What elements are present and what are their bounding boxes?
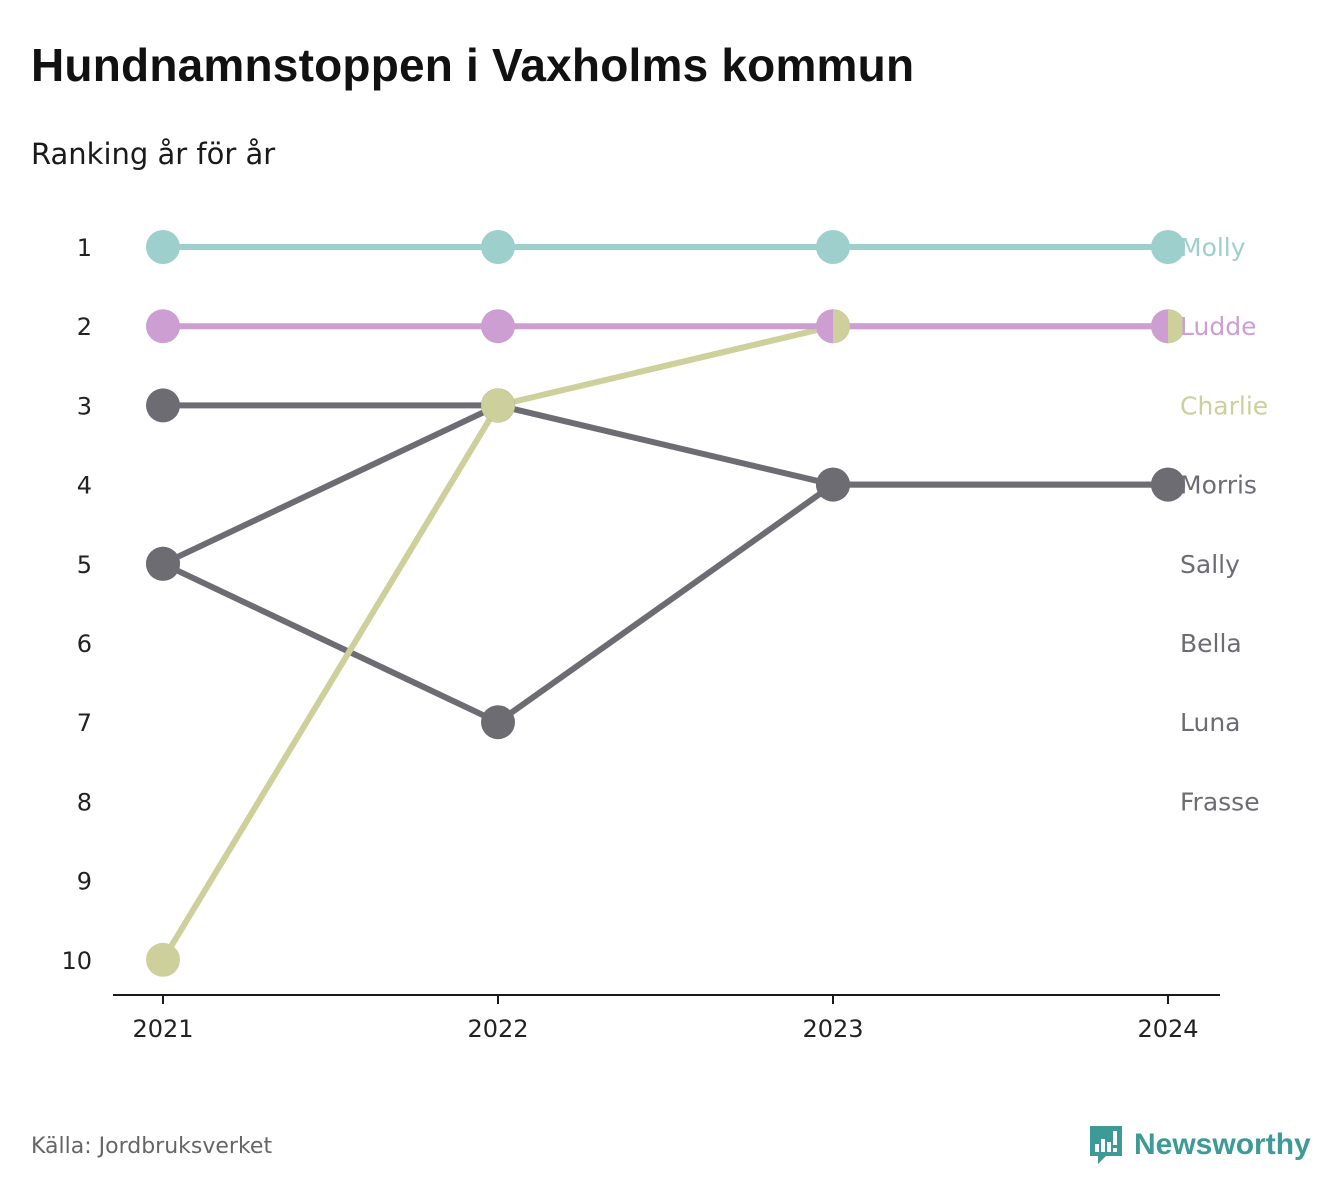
point-charlie-half xyxy=(1168,309,1185,344)
point-charlie xyxy=(146,942,180,977)
source-note: Källa: Jordbruksverket xyxy=(31,1134,273,1159)
point-charlie-half xyxy=(833,309,850,344)
x-tick-label: 2022 xyxy=(467,1015,528,1043)
brand-name: Newsworthy xyxy=(1134,1128,1311,1161)
point-charlie xyxy=(481,388,515,423)
end-label-luna: Luna xyxy=(1180,708,1241,737)
end-label-frasse: Frasse xyxy=(1180,787,1260,816)
x-tick-label: 2021 xyxy=(132,1015,193,1043)
y-tick-label: 10 xyxy=(61,947,92,975)
x-tick-label: 2024 xyxy=(1137,1015,1198,1043)
point-molly xyxy=(1151,230,1185,264)
point-bella xyxy=(816,467,850,502)
end-label-molly: Molly xyxy=(1180,233,1246,262)
end-label-morris: Morris xyxy=(1180,471,1257,500)
point-molly xyxy=(816,230,850,264)
y-tick-label: 3 xyxy=(77,392,92,420)
point-bella xyxy=(146,546,180,581)
newsworthy-logo-icon xyxy=(1090,1126,1122,1164)
chart-axes: 1 2 3 4 5 6 7 8 9 10 2021 2022 2023 2024 xyxy=(61,234,1220,1043)
y-tick-label: 2 xyxy=(77,313,92,341)
y-tick-label: 5 xyxy=(77,551,92,579)
point-bella xyxy=(1151,467,1185,502)
series-line-bella xyxy=(160,481,1171,726)
point-molly xyxy=(481,230,515,264)
y-tick-label: 6 xyxy=(77,630,92,658)
series-line-charlie xyxy=(160,323,1171,963)
point-molly xyxy=(146,230,180,264)
x-tick-label: 2023 xyxy=(802,1015,863,1043)
brand-logo[interactable]: Newsworthy xyxy=(1088,1124,1311,1166)
y-tick-label: 9 xyxy=(77,868,92,896)
chart-title: Hundnamnstoppen i Vaxholms kommun xyxy=(31,39,915,91)
point-ludde xyxy=(146,309,180,344)
chart-subtitle: Ranking år för år xyxy=(31,137,276,171)
end-label-bella: Bella xyxy=(1180,629,1242,658)
end-label-sally: Sally xyxy=(1180,550,1240,579)
y-tick-label: 4 xyxy=(77,472,92,500)
end-label-charlie: Charlie xyxy=(1180,391,1268,420)
point-ludde xyxy=(481,309,515,344)
series-points xyxy=(146,230,1185,977)
end-label-ludde: Ludde xyxy=(1180,312,1256,341)
y-tick-label: 7 xyxy=(77,709,92,737)
point-sally xyxy=(146,388,180,423)
y-tick-label: 1 xyxy=(77,234,92,262)
series-lines xyxy=(160,244,1171,963)
end-labels: Molly Ludde Charlie Morris Sally Bella Luna Fra… xyxy=(1180,233,1268,816)
y-tick-label: 8 xyxy=(77,788,92,816)
point-bella xyxy=(481,705,515,740)
